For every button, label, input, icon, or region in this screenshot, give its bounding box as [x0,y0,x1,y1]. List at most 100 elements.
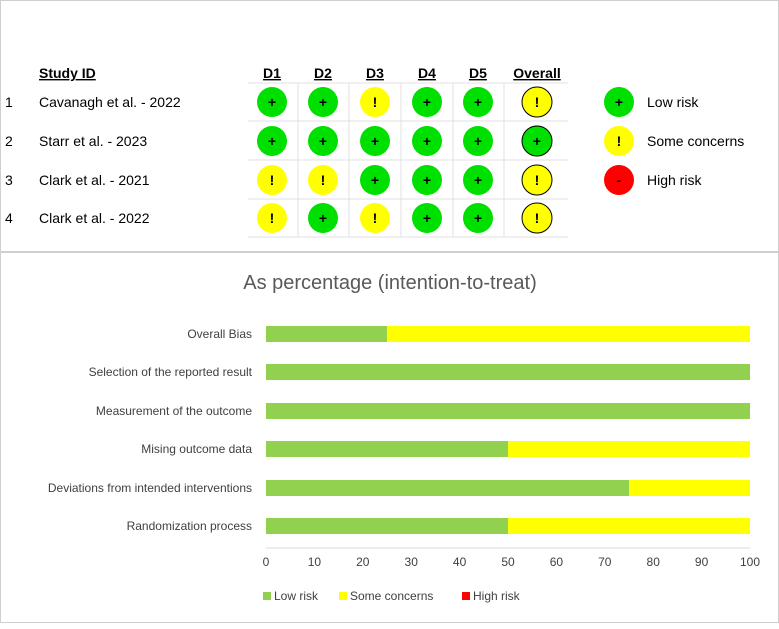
judgement-symbol: + [319,133,327,149]
judgement-symbol: ! [373,210,378,226]
legend-label: High risk [473,589,521,603]
chart-legend-item: Low risk [263,589,319,603]
legend-swatch [339,592,347,600]
table-row: 1 Cavanagh et al. - 2022 + +! + +! [5,86,553,118]
judgement-symbol: + [474,210,482,226]
table-row: 3 Clark et al. - 2021!! + + +! [5,164,553,196]
domain-judgement-circle: ! [257,165,287,195]
header-overall: Overall [513,65,560,81]
legend-swatch [263,592,271,600]
judgement-symbol: ! [373,94,378,110]
header-d1: D1 [263,65,281,81]
domain-judgement-circle: + [463,203,493,233]
x-tick-label: 80 [647,555,661,569]
overall-judgement-circle: ! [521,164,553,196]
bar-segment [266,441,508,457]
legend-label: Some concerns [647,133,744,149]
table-grid [248,82,568,238]
chart-legend-item: High risk [462,589,521,603]
header-d3: D3 [366,65,384,81]
x-tick-label: 30 [405,555,419,569]
header-study-id: Study ID [39,65,96,81]
x-tick-label: 10 [308,555,322,569]
x-tick-label: 40 [453,555,467,569]
judgement-symbol: + [268,133,276,149]
header-d2: D2 [314,65,332,81]
study-name: Cavanagh et al. - 2022 [39,94,181,110]
row-number: 4 [5,210,13,226]
overall-judgement-circle: ! [521,86,553,118]
legend-label: Low risk [647,94,699,110]
judgement-symbol: + [474,94,482,110]
x-tick-label: 0 [263,555,270,569]
judgement-symbol: + [371,172,379,188]
chart-title: As percentage (intention-to-treat) [243,272,537,294]
legend-label: Low risk [274,589,319,603]
bar-segment [266,364,750,380]
judgement-symbol: + [474,172,482,188]
domain-judgement-circle: + [412,126,442,156]
bar-segment [266,518,508,534]
legend-swatch [462,592,470,600]
row-number: 2 [5,133,13,149]
domain-judgement-circle: ! [360,203,390,233]
study-name: Starr et al. - 2023 [39,133,147,149]
judgement-symbol: ! [270,210,275,226]
judgement-symbol: + [423,210,431,226]
x-tick-label: 70 [598,555,612,569]
risk-of-bias-table: Study ID D1 D2 D3 D4 D5 Overall 1 Cavanagh et al… [5,65,744,238]
chart-legend-item: Some concerns [339,589,433,603]
domain-judgement-circle: + [257,126,287,156]
judgement-symbol: ! [535,94,540,110]
domain-judgement-circle: ! [257,203,287,233]
category-label: Randomization process [127,519,252,533]
header-d4: D4 [418,65,436,81]
domain-judgement-circle: + [308,87,338,117]
domain-judgement-circle: + [412,87,442,117]
overall-judgement-circle: ! [521,202,553,234]
domain-judgement-circle: + [308,203,338,233]
legend-symbol: - [617,172,622,188]
bar-segment [266,326,387,342]
legend-item-some: ! Some concerns [604,126,744,156]
judgement-symbol: ! [321,172,326,188]
x-tick-label: 100 [740,555,760,569]
table-row: 2 Starr et al. - 2023 + + + + + + [5,125,553,157]
domain-judgement-circle: + [463,87,493,117]
overall-judgement-circle: + [521,125,553,157]
category-label: Overall Bias [187,327,252,341]
judgement-symbol: ! [535,172,540,188]
domain-judgement-circle: + [463,165,493,195]
domain-judgement-circle: + [463,126,493,156]
row-number: 1 [5,94,13,110]
legend-item-low: + Low risk [604,87,699,117]
legend-label: Some concerns [350,589,433,603]
row-number: 3 [5,172,13,188]
x-tick-label: 60 [550,555,564,569]
legend-symbol: + [615,94,623,110]
study-name: Clark et al. - 2022 [39,210,150,226]
summary-chart-panel: As percentage (intention-to-treat) Overa… [0,252,779,623]
domain-judgement-circle: + [412,203,442,233]
judgement-symbol: ! [270,172,275,188]
domain-judgement-circle: ! [360,87,390,117]
judgement-symbol: + [268,94,276,110]
bar-segment [266,480,629,496]
judgement-symbol: + [423,94,431,110]
judgement-symbol: + [319,94,327,110]
table-row: 4 Clark et al. - 2022! +! + +! [5,202,553,234]
legend-symbol: ! [617,133,622,149]
summary-bar-chart: As percentage (intention-to-treat) Overa… [48,272,760,603]
judgement-symbol: + [423,172,431,188]
judgement-symbol: ! [535,210,540,226]
judgement-symbol: + [319,210,327,226]
category-label: Deviations from intended interventions [48,481,252,495]
risk-of-bias-table-panel: Study ID D1 D2 D3 D4 D5 Overall 1 Cavanagh et al… [0,0,779,252]
study-name: Clark et al. - 2021 [39,172,150,188]
x-tick-label: 90 [695,555,709,569]
bar-segment [629,480,750,496]
judgement-symbol: + [533,133,541,149]
bar-segment [508,518,750,534]
judgement-symbol: + [423,133,431,149]
x-tick-label: 20 [356,555,370,569]
